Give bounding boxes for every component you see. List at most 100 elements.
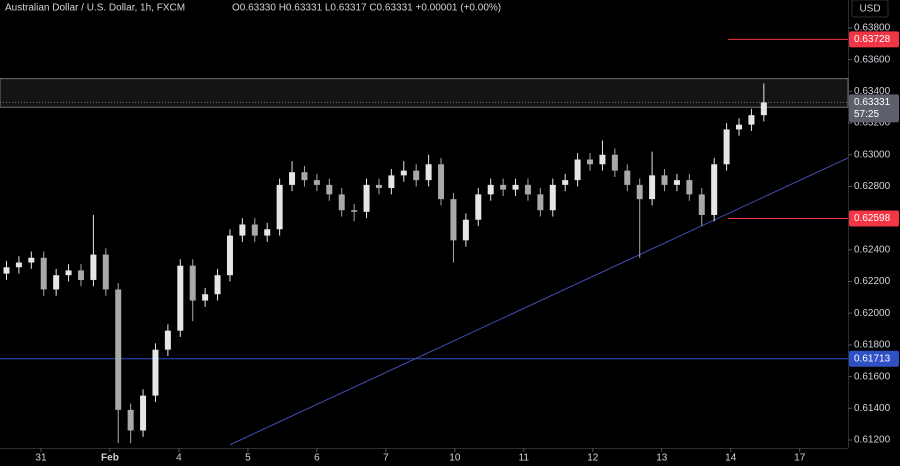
candle-body [351, 210, 358, 212]
x-tick-label: 5 [245, 453, 251, 464]
candle-body [363, 184, 370, 212]
candle-body [438, 164, 445, 200]
x-tick-label: 4 [176, 453, 182, 464]
candle-body [375, 184, 382, 189]
candle-body [301, 172, 308, 181]
x-tick-label: 17 [794, 453, 806, 464]
candle-body [673, 180, 680, 185]
candle-body [115, 289, 122, 410]
candle-body [736, 124, 743, 130]
y-tick-label: 0.61200 [854, 435, 891, 446]
candle-body [760, 102, 767, 116]
x-tick-label: 11 [519, 453, 530, 464]
y-tick-label: 0.63000 [854, 149, 891, 160]
y-tick-label: 0.63600 [854, 54, 891, 65]
y-tick-label: 0.63800 [854, 23, 891, 34]
candle-body [338, 194, 345, 211]
x-tick-label: 13 [656, 453, 668, 464]
x-tick-label: 10 [449, 453, 461, 464]
y-tick-label: 0.61400 [854, 403, 891, 414]
candle-body [574, 159, 581, 181]
candle-body [587, 159, 594, 165]
candle-body [636, 184, 643, 200]
y-tick-label: 0.62000 [854, 308, 891, 319]
y-tick-label: 0.62800 [854, 181, 891, 192]
candle-body [475, 194, 482, 220]
candle-body [500, 184, 507, 190]
y-tick-label: 0.63400 [854, 86, 891, 97]
candle-body [698, 194, 705, 215]
currency-box [851, 0, 889, 18]
candle-body [549, 184, 556, 211]
candle-body [599, 154, 606, 165]
x-tick-label: 31 [35, 453, 47, 464]
x-tick-label: 14 [725, 453, 737, 464]
y-tick-label: 0.61800 [854, 340, 891, 351]
candle-body [264, 229, 271, 236]
candle-body [152, 349, 159, 396]
candle-body [661, 175, 668, 185]
x-tick-label: 7 [383, 453, 389, 464]
candle-body [77, 270, 84, 280]
candle-body [40, 257, 47, 290]
candle-body [388, 175, 395, 189]
level-tag-label: 0.62598 [854, 213, 891, 224]
candle-body [462, 219, 469, 241]
ohlc-readout: O0.63330 H0.63331 L0.63317 C0.63331 +0.0… [232, 3, 501, 14]
y-tick-label: 0.62400 [854, 244, 891, 255]
candle-body [226, 235, 233, 276]
candle-body [711, 164, 718, 215]
candle-body [512, 184, 519, 190]
last-price-tag [849, 94, 899, 123]
candle-body [140, 395, 147, 431]
chart-title: Australian Dollar / U.S. Dollar, 1h, FXC… [5, 3, 185, 14]
resistance-zone [0, 78, 849, 108]
level-tag [849, 31, 899, 48]
candle-body [624, 170, 631, 185]
y-tick-label: 0.63200 [854, 118, 891, 129]
candle-body [313, 180, 320, 185]
candle-body [289, 172, 296, 185]
candle-body [90, 254, 97, 280]
candle-body [276, 184, 283, 230]
y-tick-label: 0.62200 [854, 276, 891, 287]
candle-body [748, 115, 755, 125]
candle-body [3, 267, 10, 274]
candle-body [562, 180, 569, 185]
candle-body [425, 164, 432, 181]
x-tick-label: Feb [101, 453, 119, 464]
currency: USD [859, 4, 880, 15]
candle-body [611, 154, 618, 171]
candle-body [723, 129, 730, 165]
candle-body [686, 180, 693, 195]
candle-body [251, 224, 258, 236]
trendline [229, 157, 849, 446]
level-tag [849, 210, 899, 227]
candle-body [202, 294, 209, 301]
candle-body [127, 409, 134, 431]
candle-body [326, 184, 333, 195]
level-tag-label: 0.61713 [854, 353, 891, 364]
candle-body [28, 257, 35, 263]
y-tick-label: 0.61600 [854, 371, 891, 382]
candle-body [15, 262, 22, 268]
candle-body [239, 224, 246, 236]
countdown: 57:25 [854, 109, 879, 120]
candle-body [164, 330, 171, 350]
level-tag-label: 0.63728 [854, 34, 891, 45]
candle-body [413, 170, 420, 181]
candle-body [400, 170, 407, 176]
candle-body [177, 265, 184, 331]
candle-body [189, 265, 196, 301]
candle-body [537, 194, 544, 211]
level-tag [849, 350, 899, 367]
candle-body [53, 275, 60, 290]
plot [0, 38, 849, 446]
candle-body [214, 275, 221, 295]
candle-body [450, 199, 457, 241]
candle-body [649, 175, 656, 200]
last-price-label: 0.63331 [854, 97, 891, 108]
candle-body [487, 184, 494, 195]
